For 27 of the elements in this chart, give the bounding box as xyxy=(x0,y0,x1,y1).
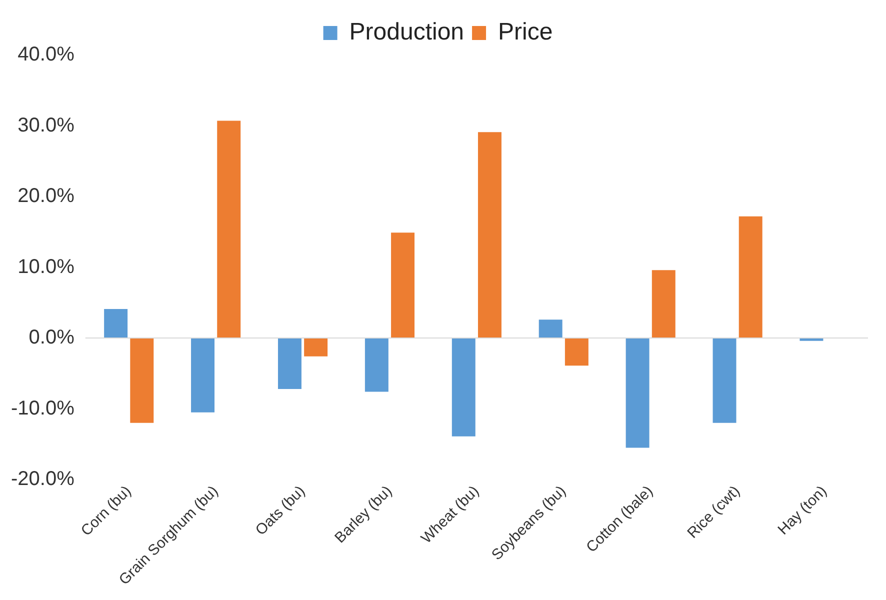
legend-label: Price xyxy=(498,18,553,46)
bar xyxy=(191,338,215,412)
y-tick-label: 30.0% xyxy=(18,114,75,136)
x-tick-label: Corn (bu) xyxy=(78,482,135,540)
bar xyxy=(391,232,415,338)
bar xyxy=(564,338,588,366)
x-tick-label: Oats (bu) xyxy=(252,482,309,539)
bar xyxy=(712,338,736,423)
bar xyxy=(452,338,476,436)
bar xyxy=(738,216,762,338)
bar xyxy=(538,320,562,338)
bar xyxy=(278,338,302,389)
bar xyxy=(304,338,328,356)
y-tick-label: -10.0% xyxy=(10,397,75,420)
bar xyxy=(130,338,154,423)
y-tick-label: 20.0% xyxy=(18,185,75,208)
bar xyxy=(626,338,650,448)
bar xyxy=(217,120,241,338)
bar xyxy=(364,338,388,392)
bar xyxy=(478,132,502,338)
legend-label: Production xyxy=(349,18,464,46)
bar xyxy=(104,309,128,338)
y-tick-label: 10.0% xyxy=(18,256,75,278)
y-tick-label: -20.0% xyxy=(10,468,75,490)
y-tick-label: 0.0% xyxy=(28,326,75,349)
y-tick-label: 40.0% xyxy=(18,44,75,66)
bar xyxy=(652,270,676,338)
